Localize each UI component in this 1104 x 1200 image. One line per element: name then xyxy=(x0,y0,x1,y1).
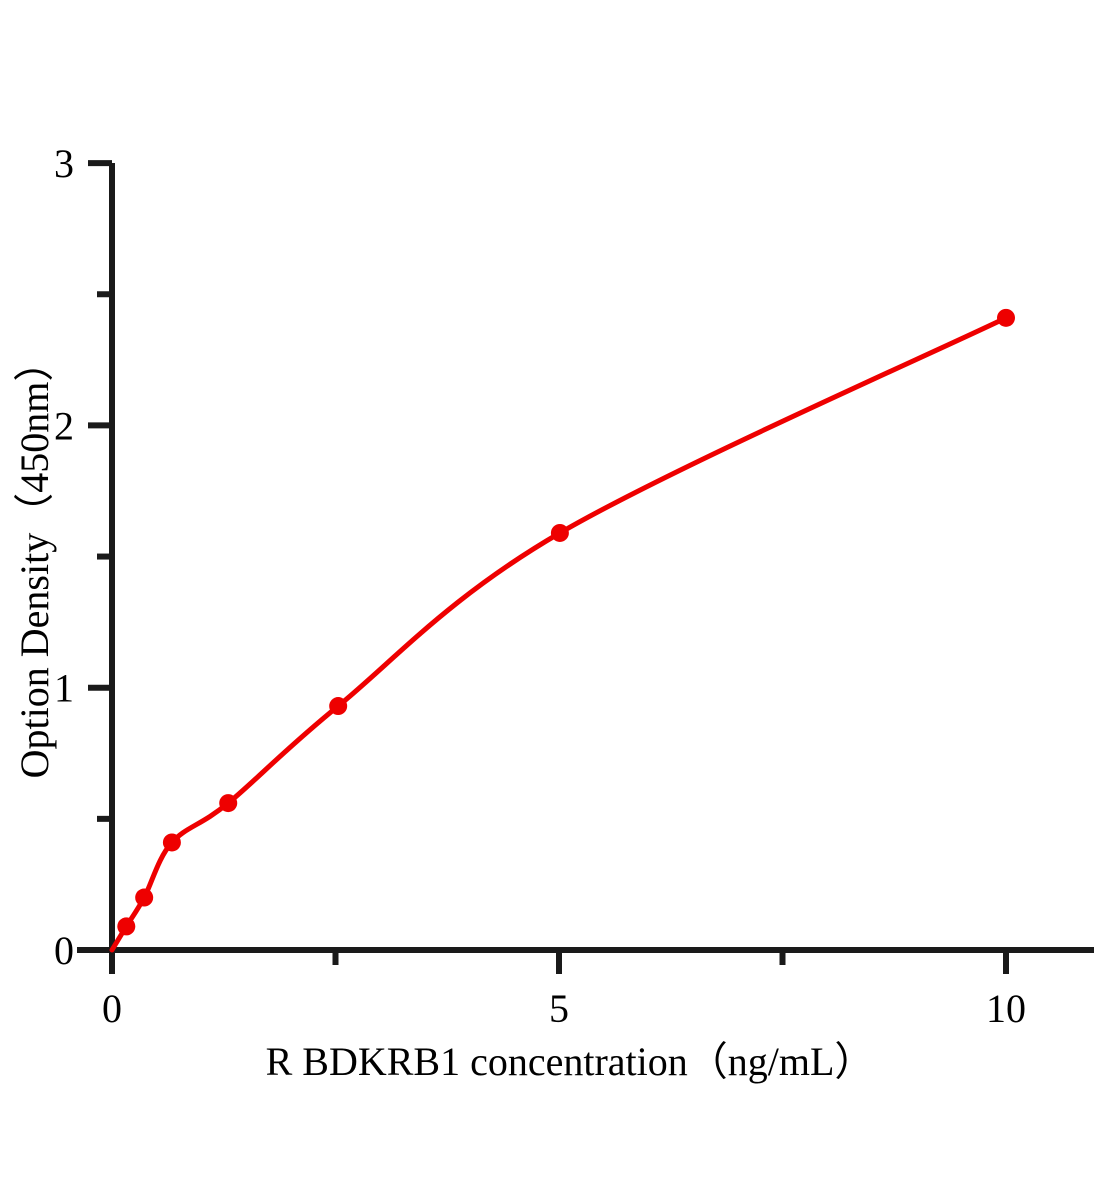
x-tick-label: 0 xyxy=(102,986,122,1031)
data-point-marker xyxy=(329,697,348,716)
data-point-marker xyxy=(135,888,154,907)
data-point-marker xyxy=(117,917,136,936)
y-axis-title: Option Density（450nm） xyxy=(12,342,57,779)
x-axis-ticks xyxy=(109,950,1009,974)
data-point-marker xyxy=(550,523,569,542)
y-axis-tick-labels: 0 1 2 3 xyxy=(54,141,74,973)
y-tick-label: 1 xyxy=(54,666,74,711)
x-tick-label: 5 xyxy=(549,986,569,1031)
data-point-marker xyxy=(162,833,181,852)
x-axis-tick-labels: 0 5 10 xyxy=(102,986,1026,1031)
x-tick-label: 10 xyxy=(986,986,1026,1031)
y-tick-label: 2 xyxy=(54,403,74,448)
y-tick-label: 3 xyxy=(54,141,74,186)
data-point-marker xyxy=(997,308,1015,327)
y-tick-label: 0 xyxy=(54,928,74,973)
data-points xyxy=(117,308,1015,936)
y-axis-ticks xyxy=(88,160,112,953)
x-axis-title: R BDKRB1 concentration（ng/mL） xyxy=(266,1039,875,1084)
data-curve xyxy=(109,315,1009,953)
data-point-marker xyxy=(219,794,238,813)
